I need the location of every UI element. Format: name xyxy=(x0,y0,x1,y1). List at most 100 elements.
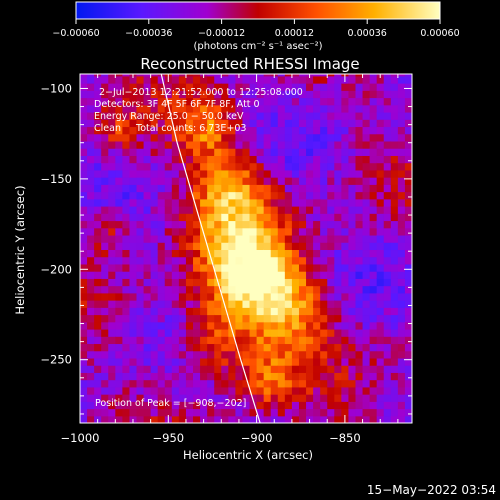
heatmap-cell xyxy=(397,119,406,128)
heatmap-cell xyxy=(341,126,350,135)
heatmap-cell xyxy=(185,74,194,77)
heatmap-cell xyxy=(306,408,314,417)
heatmap-cell xyxy=(320,292,328,301)
heatmap-cell xyxy=(320,133,328,142)
heatmap-cell xyxy=(383,285,392,294)
heatmap-cell xyxy=(242,379,251,388)
heatmap-cell xyxy=(313,155,321,164)
heatmap-cell xyxy=(178,386,187,395)
heatmap-cell xyxy=(185,249,194,258)
heatmap-cell xyxy=(214,343,222,352)
heatmap-cell xyxy=(129,285,138,294)
heatmap-cell xyxy=(263,343,272,352)
heatmap-cell xyxy=(404,133,412,142)
heatmap-cell xyxy=(249,271,258,279)
heatmap-cell xyxy=(362,263,371,272)
heatmap-cell xyxy=(207,191,215,200)
heatmap-cell xyxy=(115,104,123,113)
heatmap-cell xyxy=(235,278,244,287)
heatmap-cell xyxy=(136,408,145,417)
heatmap-cell xyxy=(397,249,406,258)
heatmap-cell xyxy=(313,75,321,84)
heatmap-cell xyxy=(404,169,412,178)
heatmap-cell xyxy=(306,372,314,381)
heatmap-cell xyxy=(94,408,102,417)
heatmap-cell xyxy=(404,234,412,243)
heatmap-cell xyxy=(348,256,357,265)
heatmap-cell xyxy=(94,213,102,222)
heatmap-cell xyxy=(207,227,215,236)
heatmap-cell xyxy=(235,227,244,236)
heatmap-cell xyxy=(115,191,123,200)
heatmap-cell xyxy=(277,278,286,287)
heatmap-cell xyxy=(143,336,152,345)
heatmap-cell xyxy=(136,75,145,84)
heatmap-cell xyxy=(249,119,258,128)
heatmap-cell xyxy=(214,271,222,279)
heatmap-cell xyxy=(235,133,244,142)
heatmap-cell xyxy=(362,148,371,156)
heatmap-cell xyxy=(150,263,159,272)
heatmap-cell xyxy=(369,249,378,258)
heatmap-cell xyxy=(171,365,180,373)
heatmap-cell xyxy=(101,75,109,84)
heatmap-cell xyxy=(284,191,293,200)
heatmap-cell xyxy=(362,365,371,373)
heatmap-cell xyxy=(369,292,378,301)
heatmap-cell xyxy=(362,169,371,178)
heatmap-cell xyxy=(185,300,194,308)
heatmap-cell xyxy=(122,256,131,265)
colorbar: −0.00060 −0.00036 −0.00012 0.00012 0.00036 0.… xyxy=(52,1,460,52)
heatmap-cell xyxy=(136,220,145,229)
heatmap-cell xyxy=(87,155,95,164)
heatmap-cell xyxy=(277,314,286,323)
heatmap-cell xyxy=(136,314,145,323)
heatmap-cell xyxy=(404,321,412,330)
heatmap-cell xyxy=(235,119,244,128)
heatmap-cell xyxy=(348,350,357,359)
heatmap-cell xyxy=(298,191,307,200)
heatmap-cell xyxy=(178,379,187,388)
heatmap-cell xyxy=(341,271,350,279)
heatmap-cell xyxy=(178,198,187,207)
heatmap-cell xyxy=(80,169,88,178)
heatmap-cell xyxy=(341,336,350,345)
heatmap-cell xyxy=(122,191,131,200)
heatmap-cell xyxy=(228,365,237,373)
heatmap-cell xyxy=(348,321,357,330)
heatmap-cell xyxy=(235,372,244,381)
heatmap-cell xyxy=(207,148,215,156)
heatmap-cell xyxy=(383,249,392,258)
heatmap-cell xyxy=(143,75,152,84)
heatmap-cell xyxy=(404,206,412,214)
heatmap-cell xyxy=(327,111,335,120)
heatmap-cell xyxy=(214,169,222,178)
heatmap-cell xyxy=(334,300,342,308)
heatmap-cell xyxy=(313,111,321,120)
heatmap-cell xyxy=(256,314,265,323)
heatmap-cell xyxy=(221,119,229,128)
heatmap-cell xyxy=(320,83,328,91)
heatmap-cell xyxy=(404,415,412,423)
heatmap-cell xyxy=(136,191,145,200)
heatmap-cell xyxy=(404,74,412,77)
heatmap-cell xyxy=(122,379,131,388)
heatmap-cell xyxy=(355,314,364,323)
heatmap-cell xyxy=(404,198,412,207)
heatmap-cell xyxy=(334,350,342,359)
heatmap-cell xyxy=(320,242,328,251)
heatmap-cell xyxy=(348,263,357,272)
heatmap-cell xyxy=(164,321,173,330)
heatmap-cell xyxy=(178,206,187,214)
heatmap-cell xyxy=(101,300,109,308)
heatmap-cell xyxy=(178,162,187,171)
heatmap-cell xyxy=(228,386,237,395)
heatmap-cell xyxy=(150,74,159,77)
heatmap-cell xyxy=(404,408,412,417)
heatmap-cell xyxy=(129,343,138,352)
heatmap-cell xyxy=(284,133,293,142)
heatmap-cell xyxy=(136,104,145,113)
heatmap-cell xyxy=(404,119,412,128)
heatmap-cell xyxy=(249,104,258,113)
heatmap-cell xyxy=(80,75,88,84)
